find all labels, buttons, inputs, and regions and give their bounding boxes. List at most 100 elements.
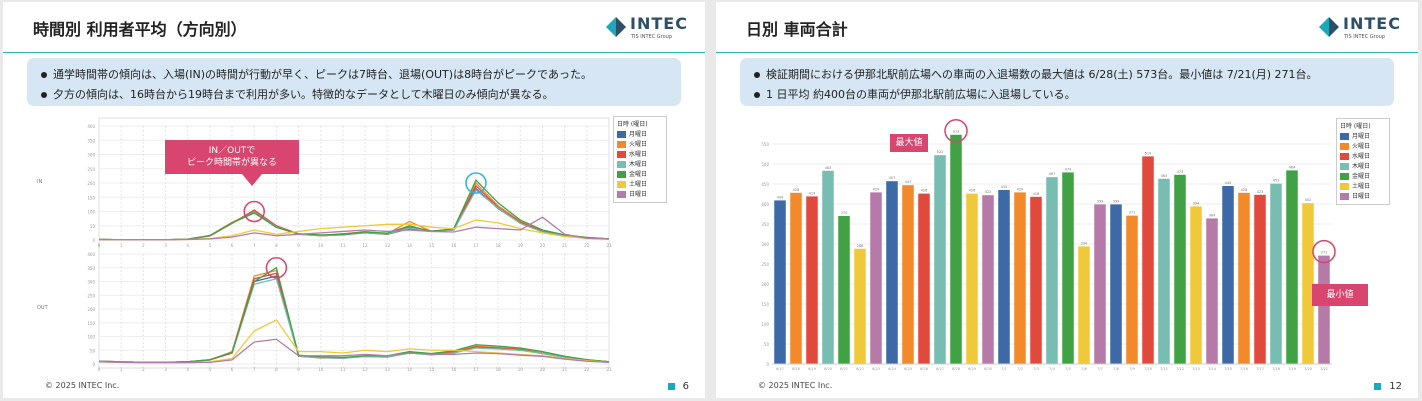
- y-tick-label: 100: [87, 335, 95, 340]
- x-tick-label: 12: [363, 243, 369, 248]
- legend-label: 金曜日: [629, 171, 648, 178]
- bar-value-label: 428: [1241, 188, 1248, 192]
- x-tick-label: 14: [407, 243, 413, 248]
- x-tick-label: 5: [209, 367, 212, 372]
- bullet-icon: [754, 72, 760, 78]
- bar: [790, 192, 802, 364]
- bar: [838, 216, 850, 364]
- chart-legend: 日時 (曜日) 月曜日 火曜日 水曜日 木曜日 金曜日 土曜日 日曜日: [1336, 118, 1390, 205]
- x-tick-label: 10: [318, 243, 324, 248]
- x-tick-label: 16: [451, 367, 457, 372]
- x-tick-label: 7: [253, 243, 256, 248]
- bar-chart-svg: 0 50 100 150 200 250 300 350 400 450 500 550 409 6/17…: [761, 119, 1336, 371]
- x-tick-label: 7/4: [1049, 367, 1055, 371]
- x-tick-label: 20: [540, 367, 546, 372]
- peak-callout: IN／OUTで ピーク時間帯が異なる: [165, 140, 299, 174]
- x-tick-label: 15: [429, 367, 435, 372]
- evening-peak-marker: [465, 172, 487, 194]
- bar-value-label: 422: [985, 190, 992, 194]
- bar: [998, 190, 1010, 364]
- y-tick-label: 150: [87, 321, 95, 326]
- bar: [1142, 156, 1154, 364]
- legend-swatch: [617, 181, 626, 188]
- intec-logo: INTEC TIS INTEC Group: [1318, 14, 1401, 44]
- x-tick-label: 7/21: [1320, 367, 1328, 371]
- bar-value-label: 419: [809, 191, 816, 195]
- y-tick-label: 0: [92, 238, 95, 243]
- bar-value-label: 418: [1033, 192, 1040, 196]
- y-tick-label: 250: [87, 167, 95, 172]
- page-number: 6: [667, 381, 689, 392]
- bullet-item: 通学時間帯の傾向は、入場(IN)の時間が行動が早く、ピークは7時台、退場(OUT…: [41, 66, 592, 82]
- legend-swatch: [1340, 143, 1349, 150]
- bar-value-label: 429: [873, 187, 880, 191]
- x-tick-label: 15: [429, 243, 435, 248]
- bar-value-label: 522: [937, 150, 944, 154]
- plot-frame: [98, 117, 610, 369]
- series-line: [98, 269, 610, 364]
- legend-swatch: [1340, 163, 1349, 170]
- logo-text: INTEC: [1343, 14, 1401, 33]
- legend-swatch: [1340, 173, 1349, 180]
- x-tick-label: 7/14: [1208, 367, 1217, 371]
- legend-swatch: [617, 191, 626, 198]
- x-tick-label: 1: [120, 243, 123, 248]
- y-tick-label: 350: [87, 138, 95, 143]
- bar-value-label: 271: [1321, 251, 1328, 255]
- y-tick-label: 50: [764, 342, 770, 347]
- bar: [1158, 178, 1170, 364]
- bar: [1270, 183, 1282, 364]
- x-tick-label: 4: [186, 243, 189, 248]
- bar: [1174, 174, 1186, 364]
- series-line: [98, 187, 610, 241]
- bar-value-label: 370: [841, 211, 848, 215]
- min-marker: [1312, 239, 1336, 264]
- y-tick-label: 100: [761, 322, 769, 327]
- bar-value-label: 364: [1209, 213, 1216, 217]
- bar: [1078, 246, 1090, 364]
- x-tick-label: 18: [496, 243, 502, 248]
- bar: [982, 195, 994, 364]
- x-tick-label: 7/15: [1224, 367, 1232, 371]
- legend-item: 木曜日: [1340, 162, 1386, 172]
- bar-value-label: 409: [777, 195, 784, 199]
- x-tick-label: 14: [407, 367, 413, 372]
- legend-swatch: [617, 141, 626, 148]
- bar-value-label: 426: [969, 189, 976, 193]
- x-tick-label: 4: [186, 367, 189, 372]
- min-callout: 最小値: [1312, 284, 1368, 306]
- bullet-item: 検証期間における伊那北駅前広場への車両の入退場数の最大値は 6/28(土) 57…: [754, 66, 1318, 82]
- intec-logo: INTEC TIS INTEC Group: [605, 14, 688, 44]
- bar: [1062, 172, 1074, 364]
- x-tick-label: 6/27: [936, 367, 944, 371]
- max-marker: [944, 119, 968, 143]
- x-tick-label: 2: [142, 243, 145, 248]
- bar-value-label: 573: [953, 130, 960, 134]
- y-tick-label: 550: [761, 142, 769, 147]
- legend-item: 土曜日: [617, 180, 663, 190]
- legend-label: 土曜日: [1352, 183, 1371, 190]
- bar-value-label: 423: [1257, 190, 1264, 194]
- x-tick-label: 17: [473, 367, 479, 372]
- title-divider: [716, 52, 1418, 53]
- x-tick-label: 7/7: [1097, 367, 1103, 371]
- legend-label: 金曜日: [1352, 173, 1371, 180]
- x-tick-label: 3: [164, 367, 167, 372]
- x-tick-label: 7/13: [1192, 367, 1200, 371]
- bar-value-label: 294: [1081, 241, 1088, 245]
- bar: [774, 200, 786, 364]
- bar-value-label: 445: [1225, 181, 1232, 185]
- bar: [870, 192, 882, 364]
- x-tick-label: 21: [562, 243, 568, 248]
- y-tick-label: 500: [761, 162, 769, 167]
- x-tick-label: 7/11: [1160, 367, 1168, 371]
- logo-subtext: TIS INTEC Group: [631, 34, 673, 40]
- legend-swatch: [1340, 183, 1349, 190]
- logo-text: INTEC: [630, 14, 688, 33]
- y-tick-label: 300: [761, 242, 769, 247]
- bar-value-label: 371: [1129, 211, 1136, 215]
- panel-label: IN: [37, 179, 42, 185]
- x-tick-label: 3: [164, 243, 167, 248]
- x-tick-label: 7/10: [1144, 367, 1152, 371]
- bar: [950, 134, 962, 364]
